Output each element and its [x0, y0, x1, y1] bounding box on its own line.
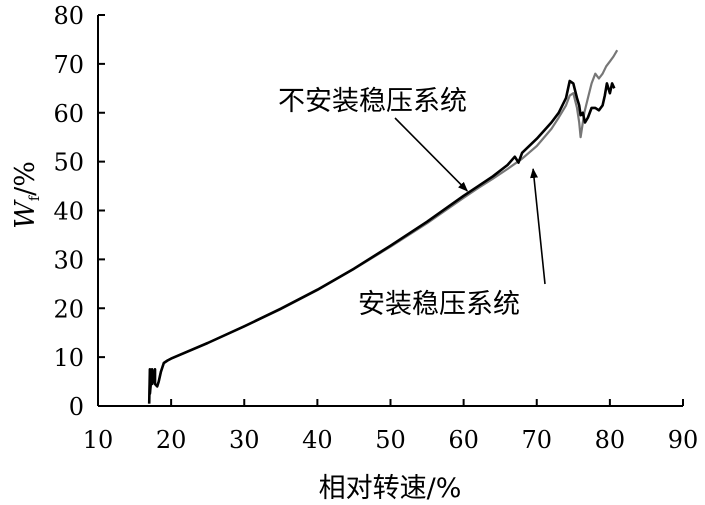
y-tick-label: 70: [53, 51, 84, 79]
y-tick-label: 10: [53, 344, 84, 372]
x-tick-label: 30: [229, 426, 260, 454]
x-tick-label: 80: [595, 426, 626, 454]
y-axis-title: Wf/%: [10, 161, 43, 229]
annotation-label-stabilizer: 安装稳压系统: [358, 289, 520, 320]
y-tick-label: 20: [53, 295, 84, 323]
y-tick-label: 40: [53, 198, 84, 226]
annotation-arrow-no-stabilizer: [394, 117, 468, 192]
y-tick-label: 50: [53, 149, 84, 177]
y-tick-label: 0: [69, 393, 84, 421]
y-tick-label: 80: [53, 2, 84, 30]
y-tick-label: 60: [53, 100, 84, 128]
series-layer: [147, 49, 619, 404]
annotation-label-no-stabilizer: 不安装稳压系统: [278, 86, 467, 117]
x-tick-label: 90: [668, 426, 699, 454]
x-tick-label: 10: [83, 426, 114, 454]
x-axis-title: 相对转速/%: [319, 473, 462, 504]
axes: [97, 14, 684, 407]
x-tick-label: 50: [375, 426, 406, 454]
y-tick-label: 30: [53, 246, 84, 274]
annotation-arrow-stabilizer: [530, 167, 546, 285]
y-axis-title-unit: /%: [10, 161, 41, 196]
x-tick-label: 20: [156, 426, 187, 454]
tick-label-layer: 10 20 30 40 50 60 70 80 90 0 10 20 30 40 50 60 70 80: [53, 2, 698, 454]
x-tick-label: 40: [302, 426, 333, 454]
series-line-0: [147, 79, 616, 404]
y-axis-title-symbol: W: [10, 199, 41, 229]
x-tick-label: 70: [521, 426, 552, 454]
x-tick-label: 60: [448, 426, 479, 454]
y-axis-title-subscript: f: [27, 194, 43, 201]
svg-text:Wf/%: Wf/%: [10, 161, 43, 229]
